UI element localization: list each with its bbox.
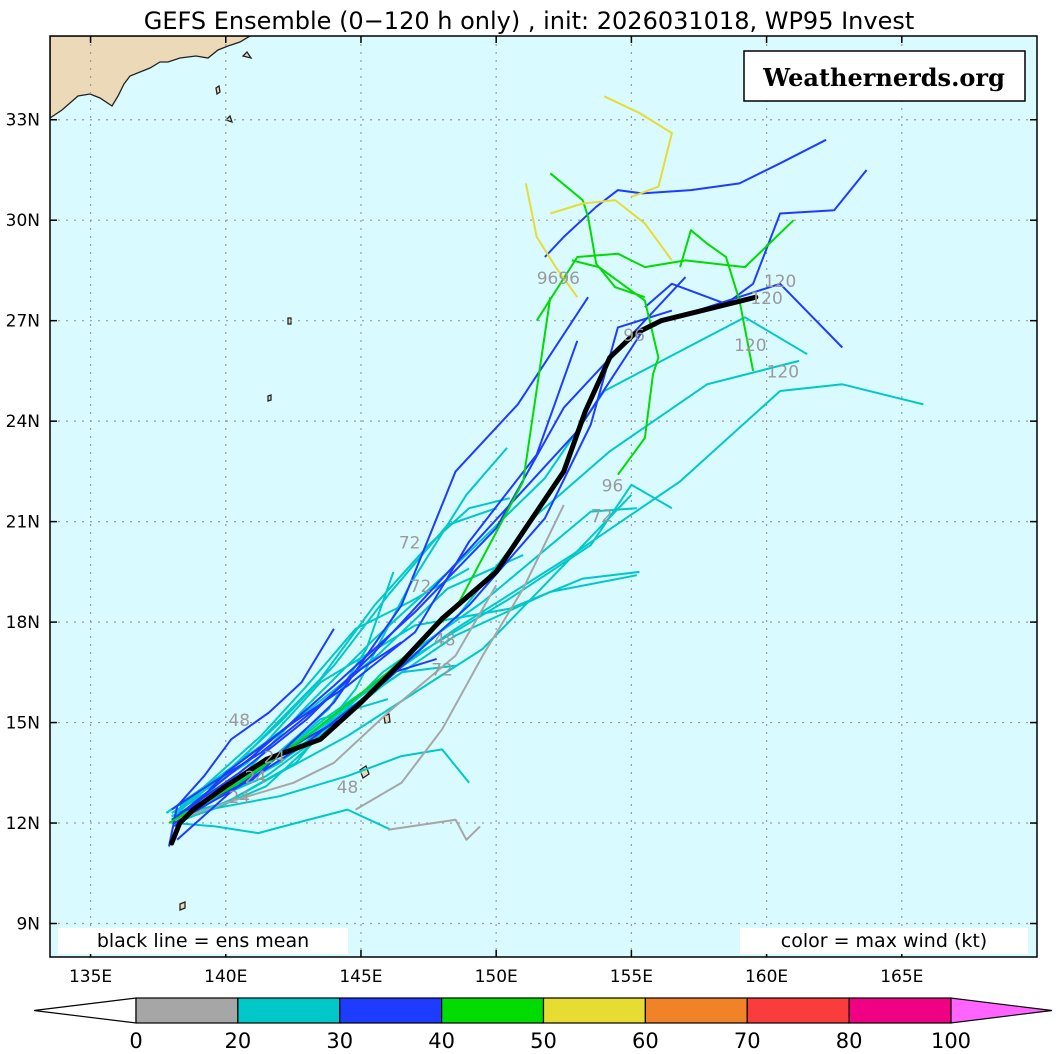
y-tick-label: 24N [6,412,40,432]
ensemble-member-track [179,570,640,808]
colorbar: 0 20 30 40 50 60 70 80 100 [33,997,1053,1053]
island [287,317,292,325]
x-tick-label: 140E [204,967,247,987]
colorbar-label: 20 [225,1029,252,1053]
island [267,394,272,402]
island [241,50,253,60]
forecast-hour-label: 48 [434,631,456,651]
ensemble-member-track [176,657,437,841]
colorbar-segment [135,997,239,1024]
y-tick-label: 21N [6,513,40,533]
colorbar-segment [848,997,952,1024]
forecast-hour-label: 96 [537,269,559,289]
x-axis: 135E 140E 145E 150E 155E 160E 165E [69,36,923,987]
colorbar-segment [339,997,443,1024]
y-tick-label: 27N [6,312,40,332]
plot-frame [49,35,1038,958]
plot-background [50,36,1037,957]
colorbar-segment [644,997,748,1024]
y-tick-label: 30N [6,211,40,231]
colorbar-label: 40 [428,1029,455,1053]
island [224,114,234,124]
colorbar-high-arrow [950,997,1053,1024]
ensemble-member-track [679,229,755,372]
gridlines [50,36,1037,957]
island [215,84,221,96]
colorbar-segment [237,997,341,1024]
y-tick-label: 12N [6,814,40,834]
wind-color-note: color = max wind (kt) [781,930,987,952]
forecast-hour-label: 96 [602,476,624,496]
colorbar-segment [542,997,646,1024]
colorbar-label: 50 [530,1029,557,1053]
forecast-hour-label: 120 [750,289,782,309]
island [383,713,391,724]
ensemble-member-track [171,494,633,818]
y-tick-label: 18N [6,613,40,633]
ensemble-member-track [644,169,868,309]
colorbar-label: 100 [931,1029,971,1053]
colorbar-label: 70 [734,1029,761,1053]
ensemble-member-track [387,818,481,841]
y-tick-label: 15N [6,714,40,734]
x-tick-label: 155E [610,967,653,987]
ensemble-member-track [174,748,470,818]
forecast-hour-label: 24 [245,768,267,788]
japan-landmass [50,36,252,119]
watermark-text: Weathernerds.org [762,63,1005,92]
ensemble-member-track [549,172,646,299]
forecast-hour-label: 96 [623,326,645,346]
colorbar-label: 0 [129,1029,142,1053]
forecast-hour-label: 72 [399,533,421,553]
left-note-box: black line = ens mean [58,928,348,954]
x-tick-label: 150E [475,967,518,987]
colorbar-low-arrow [33,997,137,1024]
ens-mean-note: black line = ens mean [97,930,309,952]
ensemble-member-track [174,808,392,835]
right-note-box: color = max wind (kt) [740,928,1028,954]
ensemble-member-track [179,296,589,814]
forecast-hour-label: 48 [228,711,250,731]
ensemble-member-track [176,584,498,821]
colorbar-label: 60 [632,1029,659,1053]
ensemble-member-track [550,199,673,261]
watermark-box: Weathernerds.org [743,50,1026,102]
x-tick-label: 145E [339,967,382,987]
forecast-hour-label: 96 [558,269,580,289]
colorbar-segment [746,997,850,1024]
ensemble-tracks [165,95,924,847]
ensemble-member-track [603,95,673,198]
ensemble-member-track [524,183,579,298]
forecast-hour-label: 72 [410,577,432,597]
ensemble-member-track [355,504,565,811]
chart-title: GEFS Ensemble (0−120 h only) , init: 202… [144,7,915,35]
ensemble-member-track [171,641,403,811]
island [179,901,186,911]
colorbar-label: 30 [326,1029,353,1053]
x-tick-label: 165E [880,967,923,987]
ensemble-member-track [173,567,470,814]
forecast-hour-label: 120 [767,363,799,383]
y-tick-label: 9N [16,915,40,935]
ensemble-member-track [535,219,795,322]
forecast-hour-label: 48 [337,778,359,798]
colorbar-segment [441,997,545,1024]
x-tick-label: 135E [69,967,112,987]
forecast-hour-label: 120 [764,272,796,292]
x-tick-label: 160E [745,967,788,987]
forecast-hour-label: 72 [591,507,613,527]
ensemble-mean-track [169,294,759,846]
forecast-hour-label: 24 [264,748,286,768]
forecast-hour-label: 24 [228,788,250,808]
y-axis: 9N 12N 15N 18N 21N 24N 27N 30N 33N [6,111,1037,935]
colorbar-label: 80 [836,1029,863,1053]
y-tick-label: 33N [6,111,40,131]
forecast-hour-label: 72 [431,661,453,681]
forecast-hour-label: 120 [734,336,766,356]
